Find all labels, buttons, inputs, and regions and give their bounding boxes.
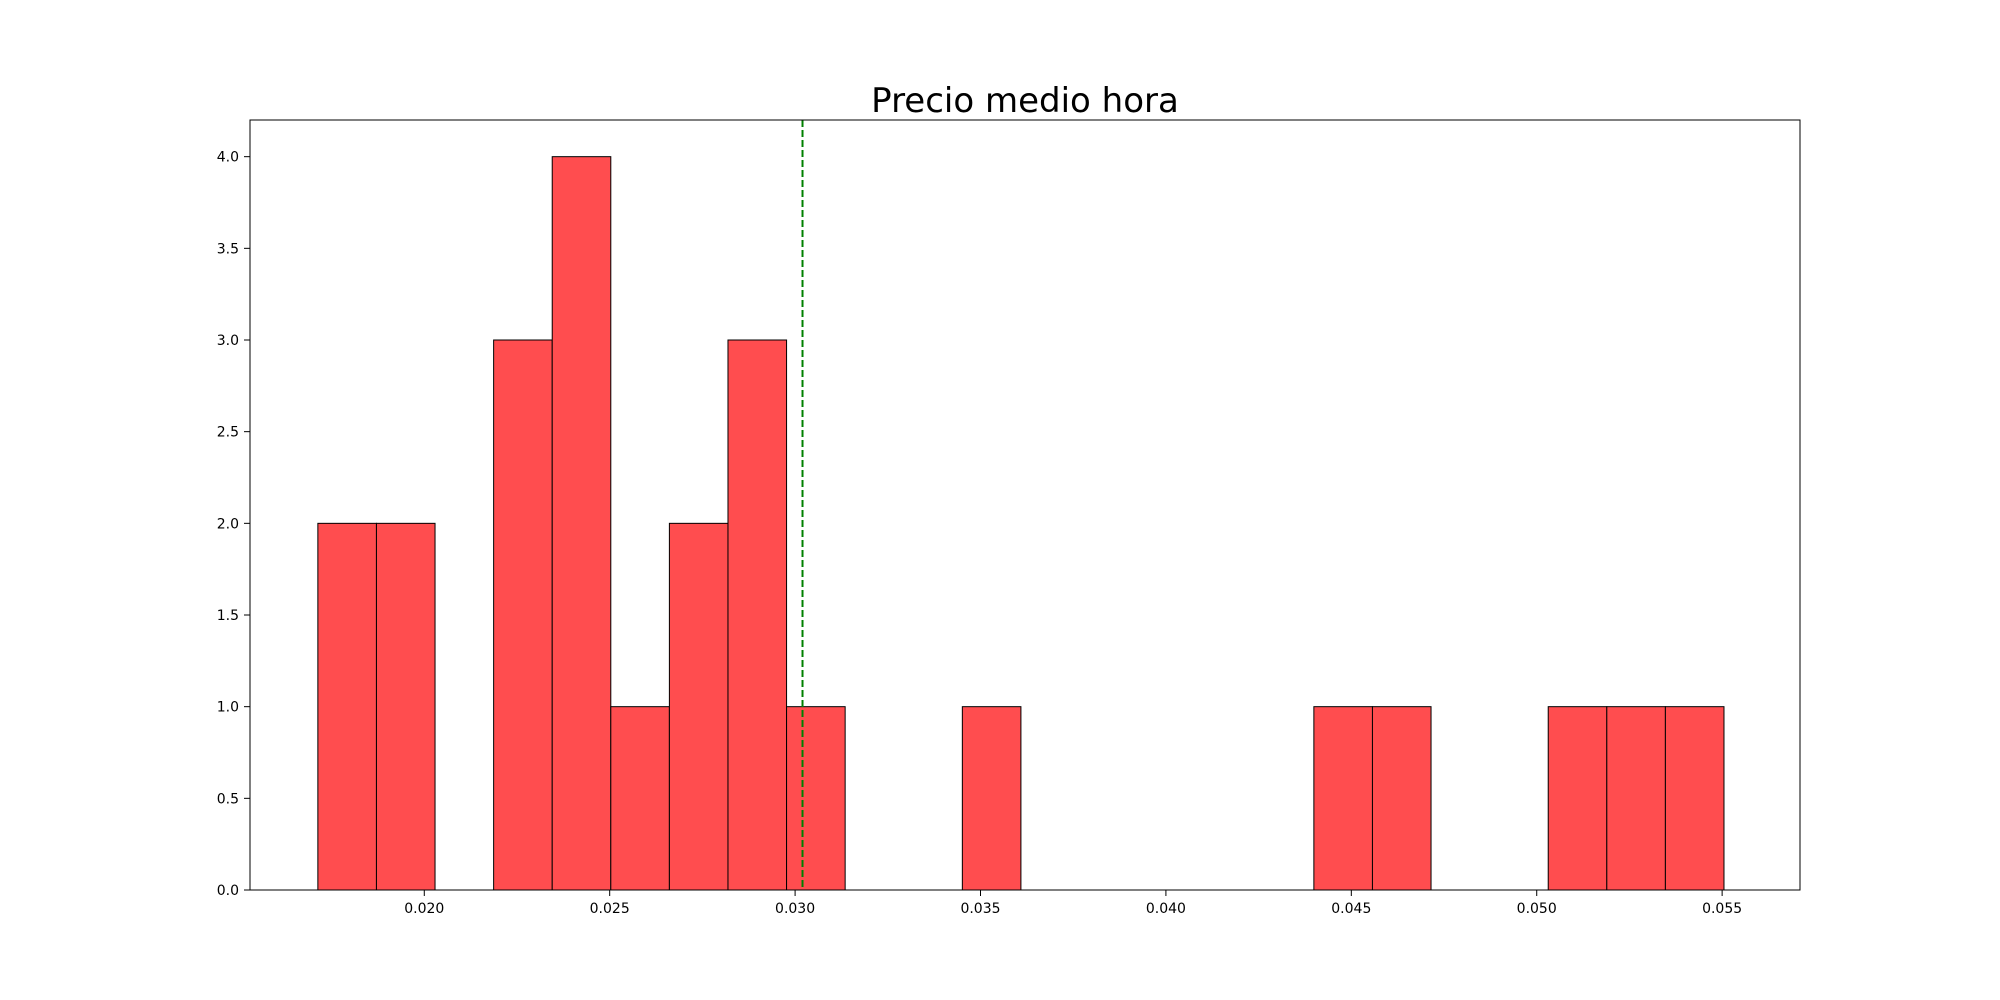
histogram-bar [727, 339, 788, 891]
histogram-bar [786, 706, 846, 891]
histogram-bar [493, 339, 553, 891]
x-tick-label: 0.040 [1146, 901, 1186, 917]
y-tick-label: 0.5 [217, 791, 239, 807]
histogram-bar [317, 522, 377, 891]
plot-frame [249, 119, 1801, 891]
x-tick-label: 0.025 [590, 901, 630, 917]
axes-group: 0.020 0.025 0.030 0.035 0.040 0.045 0.050 0.055… [217, 150, 1742, 917]
chart-title: Precio medio hora [871, 81, 1179, 121]
y-tick-label: 1.5 [217, 608, 239, 624]
histogram-bar [1664, 706, 1725, 891]
x-tick-label: 0.055 [1702, 901, 1742, 917]
y-tick-label: 3.5 [217, 241, 239, 257]
bars-group [317, 156, 1725, 891]
histogram-bar [1606, 706, 1666, 891]
y-tick-label: 2.5 [217, 425, 239, 441]
histogram-bar [375, 522, 436, 891]
histogram-bar [610, 706, 670, 891]
x-tick-label: 0.045 [1331, 901, 1371, 917]
x-tick-label: 0.035 [960, 901, 1000, 917]
histogram-bar [961, 706, 1022, 891]
x-tick-label: 0.020 [404, 901, 444, 917]
histogram-bar [1371, 706, 1432, 891]
y-tick-label: 1.0 [217, 700, 239, 716]
y-tick-label: 3.0 [217, 333, 239, 349]
histogram-bar [1547, 706, 1608, 891]
histogram-bar [1313, 706, 1373, 891]
histogram-bar [668, 522, 729, 891]
histogram-bar [551, 156, 612, 891]
x-tick-label: 0.030 [775, 901, 815, 917]
y-tick-label: 2.0 [217, 516, 239, 532]
y-tick-label: 4.0 [217, 150, 239, 166]
x-tick-label: 0.050 [1517, 901, 1557, 917]
y-tick-label: 0.0 [217, 883, 239, 899]
